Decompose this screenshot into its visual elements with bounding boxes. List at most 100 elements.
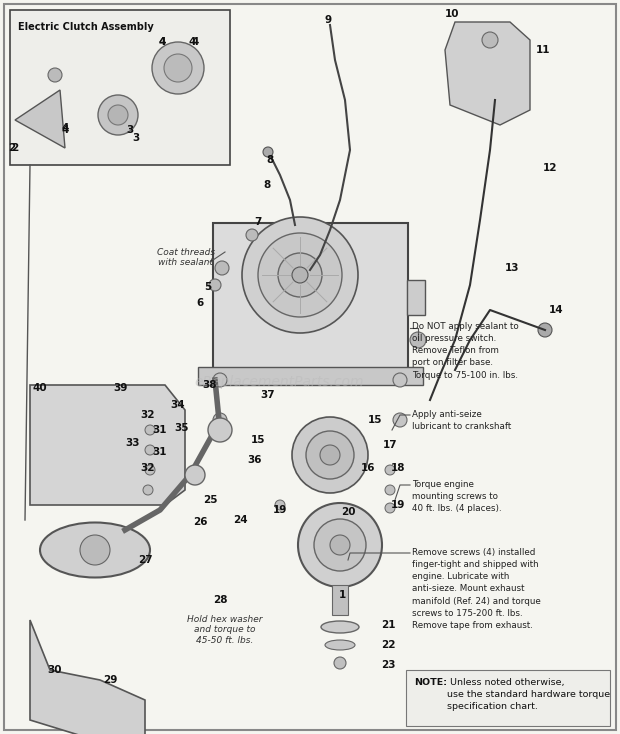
Text: 23: 23	[381, 660, 396, 670]
Text: 30: 30	[48, 665, 62, 675]
Circle shape	[410, 332, 426, 348]
Circle shape	[334, 657, 346, 669]
Bar	[198, 367, 423, 385]
Text: 21: 21	[381, 620, 396, 630]
Circle shape	[48, 68, 62, 82]
Ellipse shape	[325, 640, 355, 650]
Text: 19: 19	[391, 500, 405, 510]
Circle shape	[482, 32, 498, 48]
Text: 36: 36	[248, 455, 262, 465]
Text: 13: 13	[505, 263, 520, 273]
Polygon shape	[30, 385, 185, 505]
Circle shape	[292, 267, 308, 283]
Text: 32: 32	[141, 463, 155, 473]
Text: 4: 4	[158, 37, 166, 47]
Text: 7: 7	[254, 217, 262, 227]
Text: 37: 37	[260, 390, 275, 400]
Text: Hold hex washer
and torque to
45-50 ft. lbs.: Hold hex washer and torque to 45-50 ft. …	[187, 615, 263, 644]
Ellipse shape	[321, 621, 359, 633]
Text: 28: 28	[213, 595, 228, 605]
Text: 1: 1	[339, 590, 345, 600]
Text: 4: 4	[192, 37, 198, 47]
Circle shape	[385, 465, 395, 475]
Text: 6: 6	[197, 298, 203, 308]
Circle shape	[143, 485, 153, 495]
Text: 25: 25	[203, 495, 217, 505]
Circle shape	[306, 431, 354, 479]
Text: 35: 35	[175, 423, 189, 433]
Text: 15: 15	[368, 415, 383, 425]
Text: 38: 38	[203, 380, 217, 390]
Circle shape	[385, 485, 395, 495]
Text: 4: 4	[61, 123, 69, 133]
Polygon shape	[445, 22, 530, 125]
Text: 3: 3	[126, 125, 134, 135]
Text: Torque engine
mounting screws to
40 ft. lbs. (4 places).: Torque engine mounting screws to 40 ft. …	[412, 480, 502, 513]
Circle shape	[393, 413, 407, 427]
Text: 2: 2	[9, 143, 16, 153]
Circle shape	[292, 417, 368, 493]
Circle shape	[185, 465, 205, 485]
Text: 4: 4	[158, 37, 166, 47]
Text: 33: 33	[126, 438, 140, 448]
Text: 17: 17	[383, 440, 397, 450]
FancyBboxPatch shape	[406, 670, 610, 726]
Circle shape	[145, 425, 155, 435]
Text: 27: 27	[138, 555, 153, 565]
Circle shape	[246, 229, 258, 241]
Circle shape	[275, 500, 285, 510]
Text: 19: 19	[273, 505, 287, 515]
Circle shape	[208, 418, 232, 442]
Bar	[332, 585, 348, 615]
Text: 34: 34	[170, 400, 185, 410]
Circle shape	[152, 42, 204, 94]
Text: 31: 31	[153, 447, 167, 457]
Text: 26: 26	[193, 517, 207, 527]
Bar	[213, 223, 408, 378]
Circle shape	[385, 503, 395, 513]
Text: 8: 8	[267, 155, 273, 165]
Text: 5: 5	[205, 282, 211, 292]
Text: Coat threads
with sealant: Coat threads with sealant	[157, 248, 215, 267]
Text: 10: 10	[445, 9, 459, 19]
Circle shape	[263, 147, 273, 157]
Text: 18: 18	[391, 463, 405, 473]
Circle shape	[320, 445, 340, 465]
Circle shape	[108, 105, 128, 125]
Ellipse shape	[40, 523, 150, 578]
Circle shape	[213, 373, 227, 387]
Circle shape	[298, 503, 382, 587]
Text: 2: 2	[11, 143, 19, 153]
Text: 29: 29	[103, 675, 117, 685]
Text: 24: 24	[232, 515, 247, 525]
Text: 32: 32	[141, 410, 155, 420]
Circle shape	[145, 465, 155, 475]
Text: 40: 40	[33, 383, 47, 393]
Text: 12: 12	[542, 163, 557, 173]
Circle shape	[242, 217, 358, 333]
Circle shape	[98, 95, 138, 135]
Text: 39: 39	[113, 383, 127, 393]
Circle shape	[538, 323, 552, 337]
Polygon shape	[15, 90, 65, 148]
Circle shape	[393, 373, 407, 387]
Polygon shape	[30, 620, 145, 734]
Circle shape	[145, 445, 155, 455]
Text: Do NOT apply sealant to
oil pressure switch.
Remove Teflon from
port on filter b: Do NOT apply sealant to oil pressure swi…	[412, 322, 519, 379]
Circle shape	[164, 54, 192, 82]
Circle shape	[330, 535, 350, 555]
Text: 16: 16	[361, 463, 375, 473]
Text: 15: 15	[250, 435, 265, 445]
Bar	[407, 280, 425, 315]
Text: NOTE:: NOTE:	[414, 678, 447, 687]
Text: 4: 4	[61, 125, 69, 135]
Circle shape	[314, 519, 366, 571]
Text: 14: 14	[549, 305, 564, 315]
Circle shape	[213, 413, 227, 427]
Text: 31: 31	[153, 425, 167, 435]
Text: 8: 8	[264, 180, 270, 190]
Circle shape	[215, 261, 229, 275]
Text: 22: 22	[381, 640, 396, 650]
Text: 4: 4	[188, 37, 196, 47]
Circle shape	[278, 253, 322, 297]
